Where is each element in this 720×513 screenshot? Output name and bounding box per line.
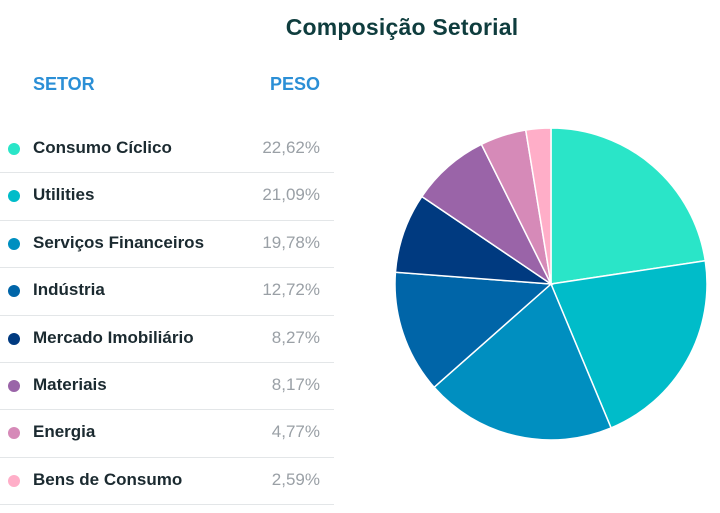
sector-label: Energia	[33, 422, 96, 442]
pie-slice	[549, 259, 708, 429]
legend-row: Indústria 12,72%	[0, 268, 334, 316]
sector-legend-table: Consumo Cíclico 22,62% Utilities 21,09% …	[0, 126, 334, 506]
legend-row: Materiais 8,17%	[0, 363, 334, 411]
sector-label: Indústria	[33, 280, 105, 300]
legend-color-dot	[8, 474, 20, 487]
sector-label: Utilities	[33, 185, 95, 205]
legend-color-dot	[8, 143, 20, 155]
sector-weight: 2,59%	[271, 469, 320, 489]
pie-slice	[524, 127, 552, 285]
legend-row: Mercado Imobiliário 8,27%	[0, 316, 334, 363]
legend-color-dot	[8, 379, 20, 392]
chart-title: Composição Setorial	[285, 14, 519, 40]
sector-pie-chart	[394, 127, 708, 441]
legend-color-dot	[8, 285, 20, 298]
legend-row: Energia 4,77%	[0, 410, 334, 458]
sector-weight: 19,78%	[262, 232, 320, 252]
legend-row: Utilities 21,09%	[0, 173, 334, 221]
sector-label: Materiais	[33, 374, 107, 394]
legend-color-dot	[8, 237, 20, 250]
sector-label: Serviços Financeiros	[33, 232, 205, 252]
legend-color-dot	[8, 427, 20, 440]
sector-weight: 22,62%	[262, 138, 320, 157]
pie-slice	[433, 282, 613, 441]
legend-color-dot	[8, 332, 20, 345]
sector-label: Bens de Consumo	[33, 469, 183, 489]
legend-row: Bens de Consumo 2,59%	[0, 458, 334, 506]
sector-label: Mercado Imobiliário	[33, 327, 194, 347]
legend-color-dot	[8, 190, 20, 203]
sector-weight: 12,72%	[262, 280, 320, 300]
legend-row: Serviços Financeiros 19,78%	[0, 221, 334, 269]
weight-column-header: PESO	[269, 74, 320, 94]
pie-slice	[550, 127, 707, 285]
sector-column-header: SETOR	[33, 74, 95, 94]
sector-weight: 21,09%	[262, 185, 320, 205]
sector-weight: 8,17%	[271, 374, 320, 394]
sector-label: Consumo Cíclico	[33, 138, 172, 157]
pie-slice	[394, 271, 553, 389]
sector-weight: 4,77%	[271, 422, 320, 442]
sector-weight: 8,27%	[271, 327, 320, 347]
legend-row: Consumo Cíclico 22,62%	[0, 126, 334, 174]
